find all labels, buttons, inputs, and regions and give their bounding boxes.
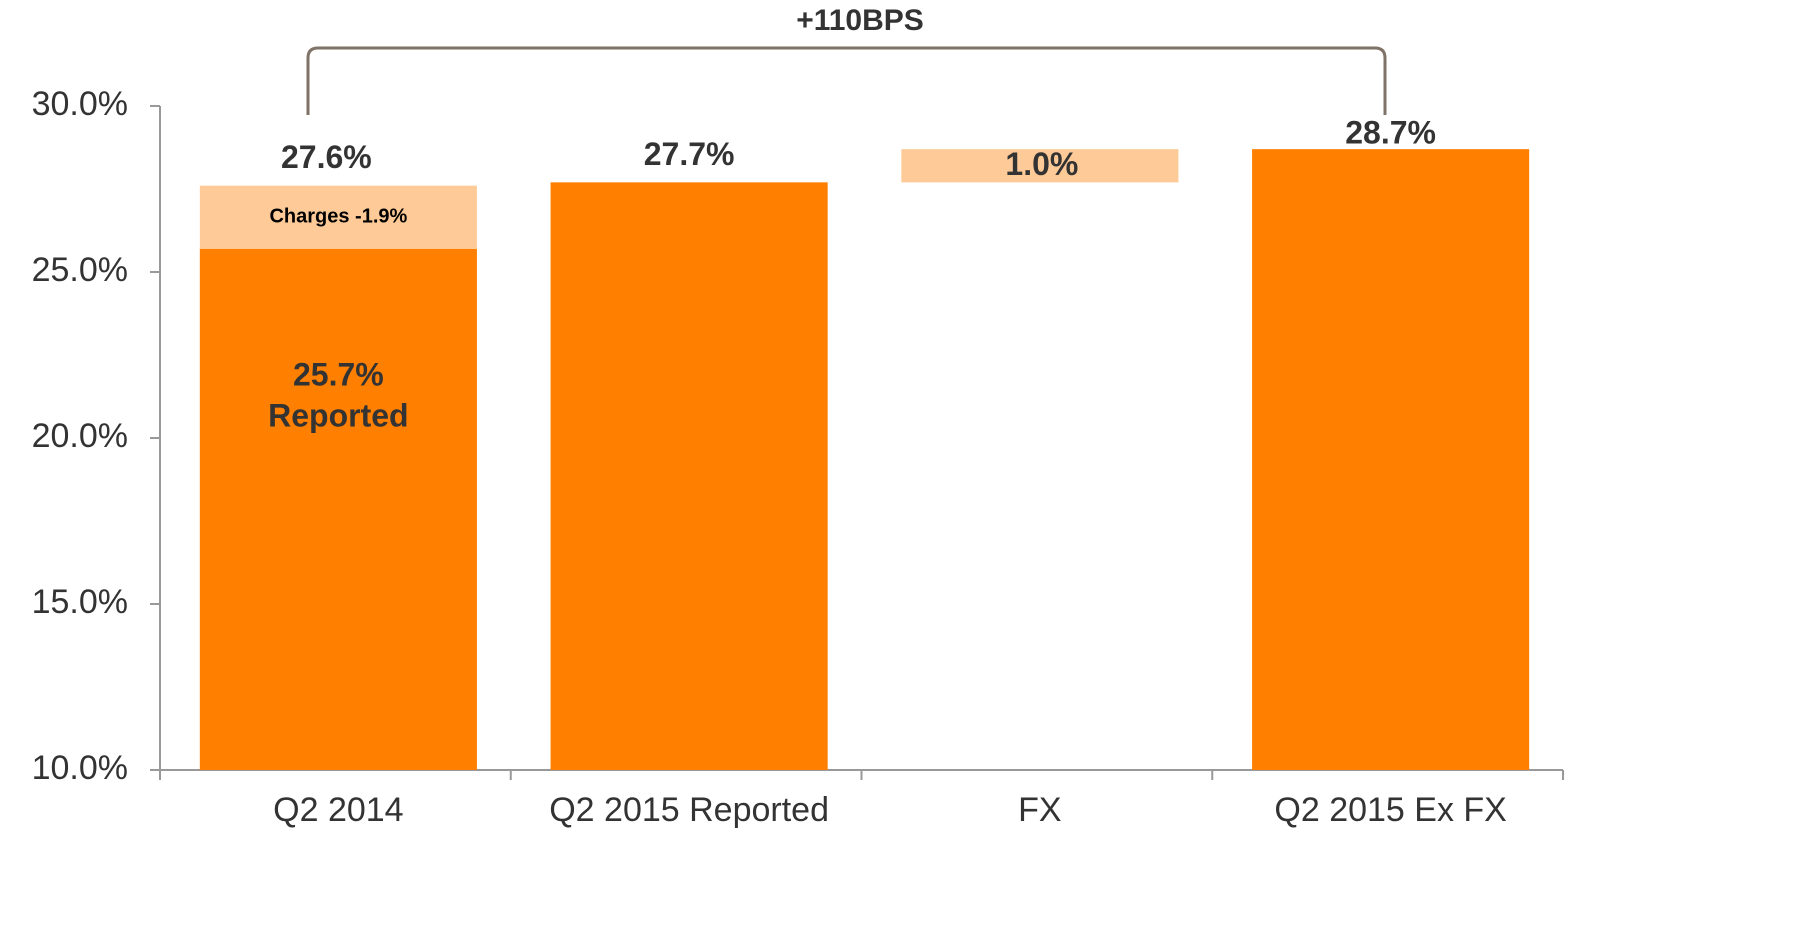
- x-tick-label: Q2 2015 Ex FX: [1274, 791, 1506, 829]
- x-tick-label: Q2 2014: [273, 791, 403, 829]
- charges-label: Charges -1.9%: [269, 206, 407, 228]
- y-tick-label: 20.0%: [32, 417, 128, 455]
- reported-bar: [199, 248, 477, 770]
- delta-bar: [901, 149, 1179, 183]
- y-tick-label: 15.0%: [32, 583, 128, 621]
- bar: [1252, 149, 1530, 770]
- reported-value-label: 25.7%: [293, 356, 384, 392]
- y-tick-label: 30.0%: [32, 85, 128, 123]
- y-tick-label: 10.0%: [32, 749, 128, 787]
- y-tick-label: 25.0%: [32, 251, 128, 289]
- bracket: [306, 46, 1387, 115]
- charges-bar: [199, 185, 477, 249]
- x-tick-label: FX: [1018, 791, 1061, 829]
- value-label: 1.0%: [1005, 146, 1078, 182]
- value-label: 28.7%: [1345, 115, 1436, 151]
- value-label: 27.7%: [644, 136, 735, 172]
- value-label: 27.6%: [281, 139, 372, 175]
- annotation: +110BPS: [796, 4, 924, 37]
- x-tick-label: Q2 2015 Reported: [549, 791, 829, 829]
- bar: [550, 182, 828, 771]
- reported-label: Reported: [268, 397, 408, 433]
